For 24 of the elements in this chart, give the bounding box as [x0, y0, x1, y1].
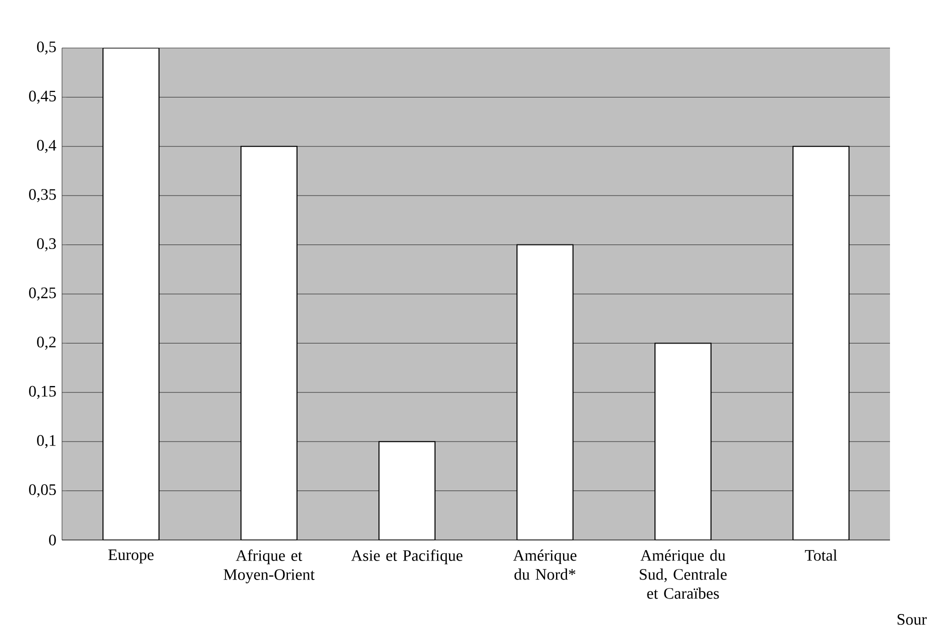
- y-tick-label: 0,5: [37, 41, 56, 55]
- y-tick-label: 0,35: [29, 189, 56, 202]
- bar: [516, 244, 574, 540]
- x-tick-label: Afrique et Moyen-Orient: [224, 550, 315, 584]
- x-tick-label: Europe: [108, 550, 154, 564]
- y-tick-label: 0,2: [37, 336, 56, 350]
- x-tick-label: Total: [804, 550, 838, 561]
- y-tick-label: 0,05: [29, 484, 56, 498]
- y-tick-label: 0,4: [37, 140, 56, 153]
- y-tick-label: 0,25: [29, 287, 56, 301]
- text: Sour: [898, 614, 927, 625]
- bar: [102, 48, 160, 540]
- x-tick-label: Amérique du Nord*: [513, 550, 576, 580]
- x-tick-label: Asie et Pacifique: [351, 550, 462, 564]
- y-tick-label: 0,15: [29, 386, 56, 399]
- bar: [240, 146, 298, 540]
- y-tick-label: 0,45: [29, 90, 56, 104]
- y-tick-label: 0,1: [37, 435, 56, 448]
- y-tick-label: 0: [49, 534, 56, 546]
- y-tick-label: 0,3: [37, 238, 56, 252]
- bar: [654, 342, 712, 540]
- bar: [378, 441, 436, 540]
- bar: [792, 146, 850, 540]
- x-tick-label: Amérique du Sud, Centrale et Caraïbes: [640, 550, 727, 599]
